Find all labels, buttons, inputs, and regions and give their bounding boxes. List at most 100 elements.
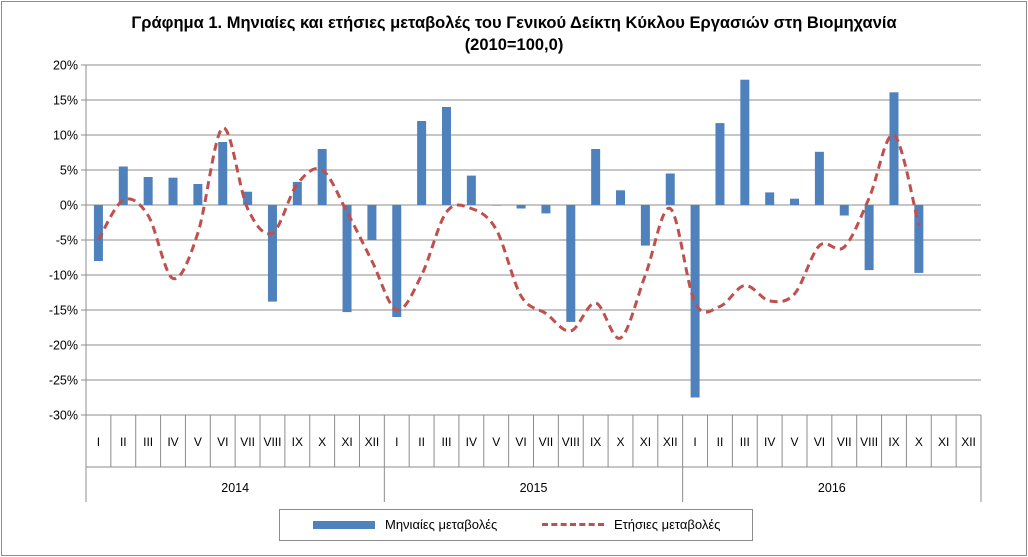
- x-tick-label: VI: [515, 435, 526, 449]
- x-tick-label: XII: [961, 435, 976, 449]
- x-tick-label: VIII: [860, 435, 878, 449]
- x-tick-label: V: [492, 435, 500, 449]
- bar: [193, 184, 203, 205]
- x-tick-label: I: [395, 435, 398, 449]
- x-tick-label: VI: [814, 435, 825, 449]
- bar: [516, 205, 526, 209]
- bar: [218, 142, 228, 205]
- bar: [466, 175, 476, 205]
- x-tick-label: IV: [764, 435, 775, 449]
- x-tick-label: VII: [539, 435, 554, 449]
- legend-label-monthly: Μηνιαίες μεταβολές: [385, 517, 498, 532]
- bar: [790, 198, 800, 205]
- x-tick-label: III: [740, 435, 750, 449]
- year-label: 2014: [221, 481, 249, 495]
- bar: [267, 205, 277, 302]
- legend-item-monthly: Μηνιαίες μεταβολές: [313, 517, 497, 532]
- legend-item-annual: Ετήσιες μεταβολές: [542, 517, 720, 532]
- chart-title: Γράφημα 1. Μηνιαίες και ετήσιες μεταβολέ…: [0, 12, 1028, 56]
- bar: [715, 123, 725, 205]
- label-layer: 20%15%10%5%0%-5%-10%-15%-20%-25%-30%I II I…: [49, 59, 976, 496]
- bar: [864, 205, 874, 271]
- y-tick-label: 5%: [60, 164, 78, 178]
- x-tick-label: XI: [640, 435, 651, 449]
- x-tick-label: III: [441, 435, 451, 449]
- y-tick-label: -10%: [49, 269, 78, 283]
- bar: [292, 181, 302, 205]
- bar: [740, 79, 750, 205]
- bar-layer: [93, 79, 924, 398]
- y-tick-label: 15%: [53, 94, 78, 108]
- y-tick-label: 10%: [53, 129, 78, 143]
- x-tick-label: XII: [365, 435, 380, 449]
- x-tick-label: IX: [888, 435, 899, 449]
- axis-layer: [81, 64, 982, 502]
- x-tick-label: II: [120, 435, 127, 449]
- bar: [541, 205, 551, 214]
- y-tick-label: 0%: [60, 199, 78, 213]
- bar: [690, 205, 700, 398]
- bar: [839, 205, 849, 216]
- x-tick-label: VI: [217, 435, 228, 449]
- bar: [392, 205, 402, 317]
- year-label: 2015: [520, 481, 548, 495]
- bar: [93, 205, 103, 261]
- bar: [665, 173, 675, 205]
- bar: [417, 121, 427, 205]
- y-tick-label: -30%: [49, 409, 78, 423]
- x-tick-label: IX: [292, 435, 303, 449]
- bar: [491, 205, 501, 206]
- x-tick-label: VIII: [263, 435, 281, 449]
- bar: [889, 92, 899, 205]
- bar: [317, 149, 327, 205]
- bar: [640, 205, 650, 246]
- bar: [342, 205, 352, 313]
- legend-swatch-annual: [542, 523, 604, 526]
- legend-label-annual: Ετήσιες μεταβολές: [614, 517, 721, 532]
- x-tick-label: I: [97, 435, 100, 449]
- x-tick-label: I: [693, 435, 696, 449]
- y-tick-label: -20%: [49, 339, 78, 353]
- bar: [441, 107, 451, 205]
- y-tick-label: -25%: [49, 374, 78, 388]
- bar: [814, 151, 824, 205]
- x-tick-label: II: [418, 435, 425, 449]
- year-label: 2016: [818, 481, 846, 495]
- x-tick-label: XI: [341, 435, 352, 449]
- bar: [591, 149, 601, 205]
- bar: [243, 191, 253, 205]
- bar: [765, 192, 775, 205]
- annual-change-line: [97, 126, 921, 340]
- bar: [367, 205, 377, 240]
- x-tick-label: X: [617, 435, 625, 449]
- x-tick-label: X: [915, 435, 923, 449]
- y-tick-label: 20%: [53, 59, 78, 73]
- x-tick-label: IV: [466, 435, 477, 449]
- y-tick-label: -5%: [56, 234, 78, 248]
- x-tick-label: III: [143, 435, 153, 449]
- bar: [118, 166, 128, 205]
- x-tick-label: XII: [663, 435, 678, 449]
- bar: [143, 177, 153, 205]
- bar: [566, 205, 576, 322]
- bar: [616, 190, 626, 205]
- x-tick-label: XI: [938, 435, 949, 449]
- x-tick-label: VIII: [562, 435, 580, 449]
- chart-title-line1: Γράφημα 1. Μηνιαίες και ετήσιες μεταβολέ…: [131, 14, 897, 32]
- y-tick-label: -15%: [49, 304, 78, 318]
- chart-title-line2: (2010=100,0): [464, 36, 564, 54]
- legend-swatch-monthly: [313, 520, 375, 529]
- x-tick-label: IV: [167, 435, 178, 449]
- x-tick-label: VII: [240, 435, 255, 449]
- bar: [914, 205, 924, 273]
- x-tick-label: IX: [590, 435, 601, 449]
- x-tick-label: X: [318, 435, 326, 449]
- bar: [168, 177, 178, 205]
- x-tick-label: V: [791, 435, 799, 449]
- chart-legend: Μηνιαίες μεταβολές Ετήσιες μεταβολές: [279, 509, 753, 541]
- grid-layer: [86, 64, 981, 416]
- line-layer: [97, 126, 921, 340]
- x-tick-label: II: [717, 435, 724, 449]
- x-tick-label: VII: [837, 435, 852, 449]
